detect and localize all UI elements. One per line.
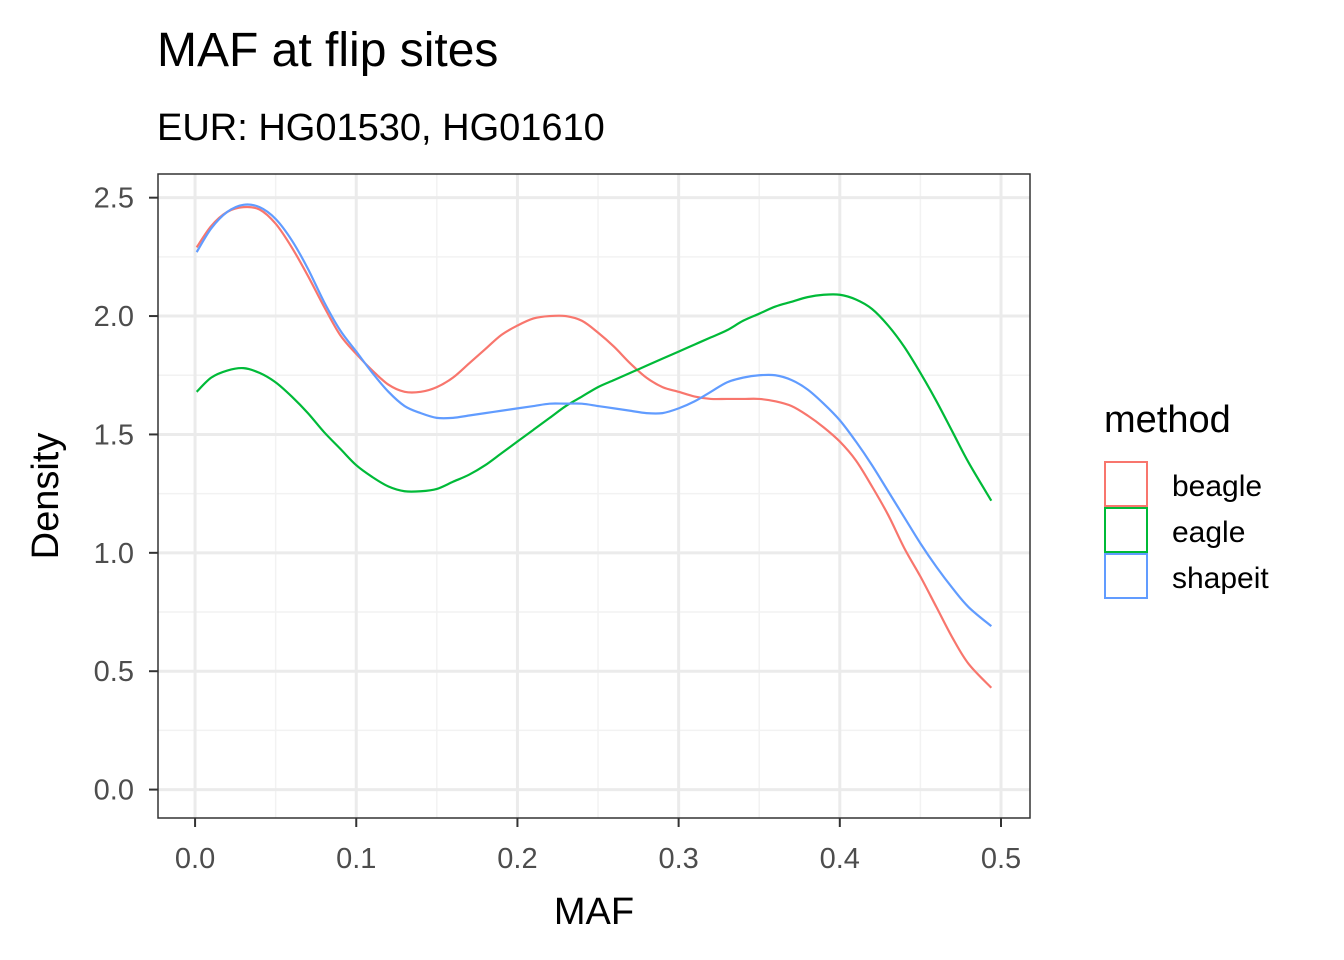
y-tick-label: 0.0 <box>94 775 134 807</box>
y-tick-label: 1.0 <box>94 538 134 570</box>
series-line-beagle <box>195 205 993 689</box>
y-tick-label: 0.5 <box>94 656 134 688</box>
x-tick-label: 0.5 <box>981 843 1021 875</box>
series-line-shapeit <box>195 203 993 628</box>
series-lines <box>195 203 993 689</box>
plot-panel <box>157 173 1031 819</box>
x-tick-label: 0.0 <box>175 843 215 875</box>
series-line-eagle <box>195 293 993 502</box>
plot-background <box>158 174 1030 818</box>
legend-key-shapeit <box>1104 553 1148 599</box>
legend: method beagle eagle shapeit <box>1104 399 1269 599</box>
x-tick-label: 0.4 <box>820 843 860 875</box>
legend-label-shapeit: shapeit <box>1172 562 1269 595</box>
y-tick-label: 2.5 <box>94 183 134 215</box>
y-tick-label: 1.5 <box>94 419 134 451</box>
legend-key-eagle <box>1104 507 1148 553</box>
x-tick-label: 0.3 <box>658 843 698 875</box>
legend-label-beagle: beagle <box>1172 470 1262 503</box>
plot-border <box>157 173 1031 819</box>
legend-key-beagle <box>1104 461 1148 507</box>
x-axis: 0.0 0.1 0.2 0.3 0.4 0.5 <box>175 818 1021 875</box>
legend-items: beagle eagle shapeit <box>1104 461 1269 599</box>
x-axis-title: MAF <box>554 891 634 933</box>
x-tick-label: 0.2 <box>497 843 537 875</box>
legend-title: method <box>1104 399 1231 441</box>
chart-subtitle: EUR: HG01530, HG01610 <box>157 107 605 149</box>
y-axis-title: Density <box>25 433 67 560</box>
major-gridlines <box>158 174 1030 818</box>
y-axis: 0.0 0.5 1.0 1.5 2.0 2.5 <box>94 183 158 807</box>
legend-label-eagle: eagle <box>1172 516 1245 549</box>
x-tick-label: 0.1 <box>336 843 376 875</box>
y-tick-label: 2.0 <box>94 301 134 333</box>
chart-title: MAF at flip sites <box>157 24 498 77</box>
minor-gridlines <box>158 174 1030 818</box>
